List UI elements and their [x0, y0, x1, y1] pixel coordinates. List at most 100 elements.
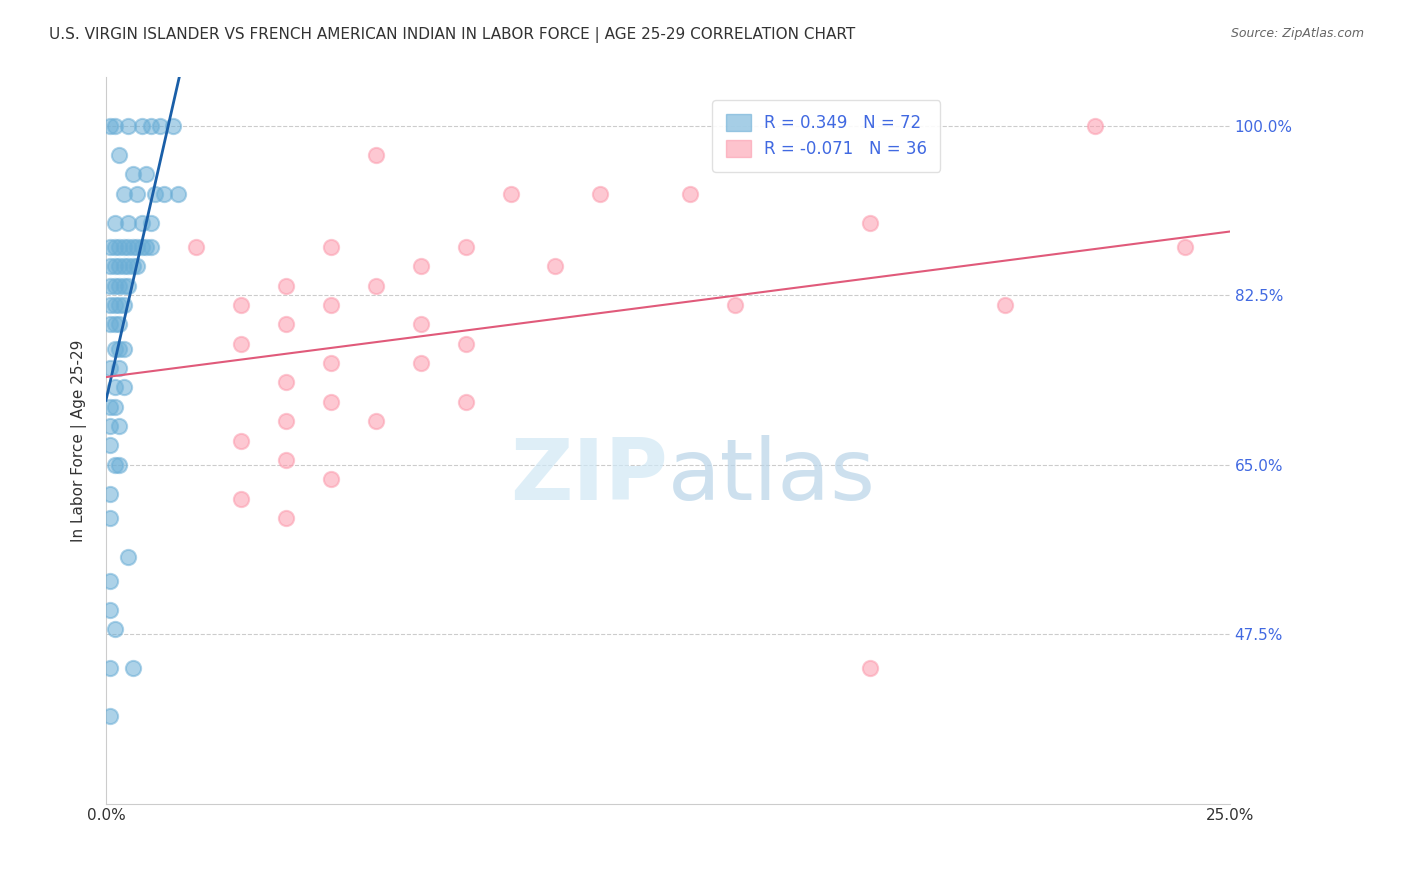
Point	[274, 318, 297, 332]
Point	[1174, 240, 1197, 254]
Point	[131, 240, 153, 254]
Point	[364, 414, 387, 428]
Point	[454, 394, 477, 409]
Point	[454, 336, 477, 351]
Point	[100, 419, 122, 434]
Point	[108, 342, 131, 356]
Point	[100, 661, 122, 675]
Point	[135, 240, 157, 254]
Point	[499, 186, 522, 201]
Point	[104, 400, 127, 414]
Point	[229, 491, 252, 506]
Point	[100, 487, 122, 501]
Point	[108, 278, 131, 293]
Point	[229, 336, 252, 351]
Point	[149, 119, 172, 133]
Point	[112, 298, 135, 312]
Point	[122, 240, 145, 254]
Point	[274, 414, 297, 428]
Point	[104, 119, 127, 133]
Point	[274, 376, 297, 390]
Point	[108, 458, 131, 472]
Point	[364, 278, 387, 293]
Point	[319, 298, 342, 312]
Point	[127, 259, 149, 273]
Point	[135, 167, 157, 181]
Point	[859, 661, 882, 675]
Point	[122, 167, 145, 181]
Y-axis label: In Labor Force | Age 25-29: In Labor Force | Age 25-29	[72, 339, 87, 541]
Point	[679, 186, 702, 201]
Point	[100, 574, 122, 588]
Point	[117, 216, 139, 230]
Point	[117, 278, 139, 293]
Point	[104, 240, 127, 254]
Point	[104, 458, 127, 472]
Point	[1084, 119, 1107, 133]
Point	[145, 186, 167, 201]
Point	[112, 342, 135, 356]
Point	[184, 240, 207, 254]
Point	[319, 240, 342, 254]
Point	[117, 240, 139, 254]
Point	[122, 259, 145, 273]
Point	[229, 434, 252, 448]
Point	[131, 216, 153, 230]
Point	[589, 186, 612, 201]
Point	[544, 259, 567, 273]
Point	[100, 318, 122, 332]
Point	[364, 148, 387, 162]
Point	[117, 259, 139, 273]
Point	[274, 278, 297, 293]
Point	[167, 186, 190, 201]
Point	[104, 259, 127, 273]
Point	[104, 380, 127, 394]
Point	[100, 438, 122, 452]
Point	[100, 709, 122, 723]
Point	[153, 186, 176, 201]
Text: U.S. VIRGIN ISLANDER VS FRENCH AMERICAN INDIAN IN LABOR FORCE | AGE 25-29 CORREL: U.S. VIRGIN ISLANDER VS FRENCH AMERICAN …	[49, 27, 855, 43]
Point	[112, 186, 135, 201]
Point	[108, 419, 131, 434]
Point	[112, 240, 135, 254]
Point	[139, 240, 162, 254]
Text: ZIP: ZIP	[510, 435, 668, 518]
Point	[100, 603, 122, 617]
Point	[122, 661, 145, 675]
Point	[104, 318, 127, 332]
Point	[100, 298, 122, 312]
Point	[100, 360, 122, 375]
Text: atlas: atlas	[668, 435, 876, 518]
Point	[112, 278, 135, 293]
Point	[104, 216, 127, 230]
Point	[319, 356, 342, 370]
Point	[409, 356, 432, 370]
Point	[724, 298, 747, 312]
Point	[319, 394, 342, 409]
Point	[117, 549, 139, 564]
Point	[104, 623, 127, 637]
Point	[104, 298, 127, 312]
Point	[139, 216, 162, 230]
Point	[117, 119, 139, 133]
Point	[131, 119, 153, 133]
Point	[100, 259, 122, 273]
Point	[274, 511, 297, 525]
Point	[994, 298, 1017, 312]
Point	[108, 318, 131, 332]
Legend: R = 0.349   N = 72, R = -0.071   N = 36: R = 0.349 N = 72, R = -0.071 N = 36	[713, 100, 941, 171]
Point	[319, 472, 342, 486]
Point	[112, 380, 135, 394]
Point	[100, 278, 122, 293]
Point	[127, 240, 149, 254]
Point	[139, 119, 162, 133]
Point	[100, 119, 122, 133]
Point	[104, 278, 127, 293]
Point	[100, 400, 122, 414]
Point	[162, 119, 184, 133]
Point	[108, 240, 131, 254]
Point	[104, 342, 127, 356]
Point	[100, 240, 122, 254]
Point	[100, 511, 122, 525]
Point	[127, 186, 149, 201]
